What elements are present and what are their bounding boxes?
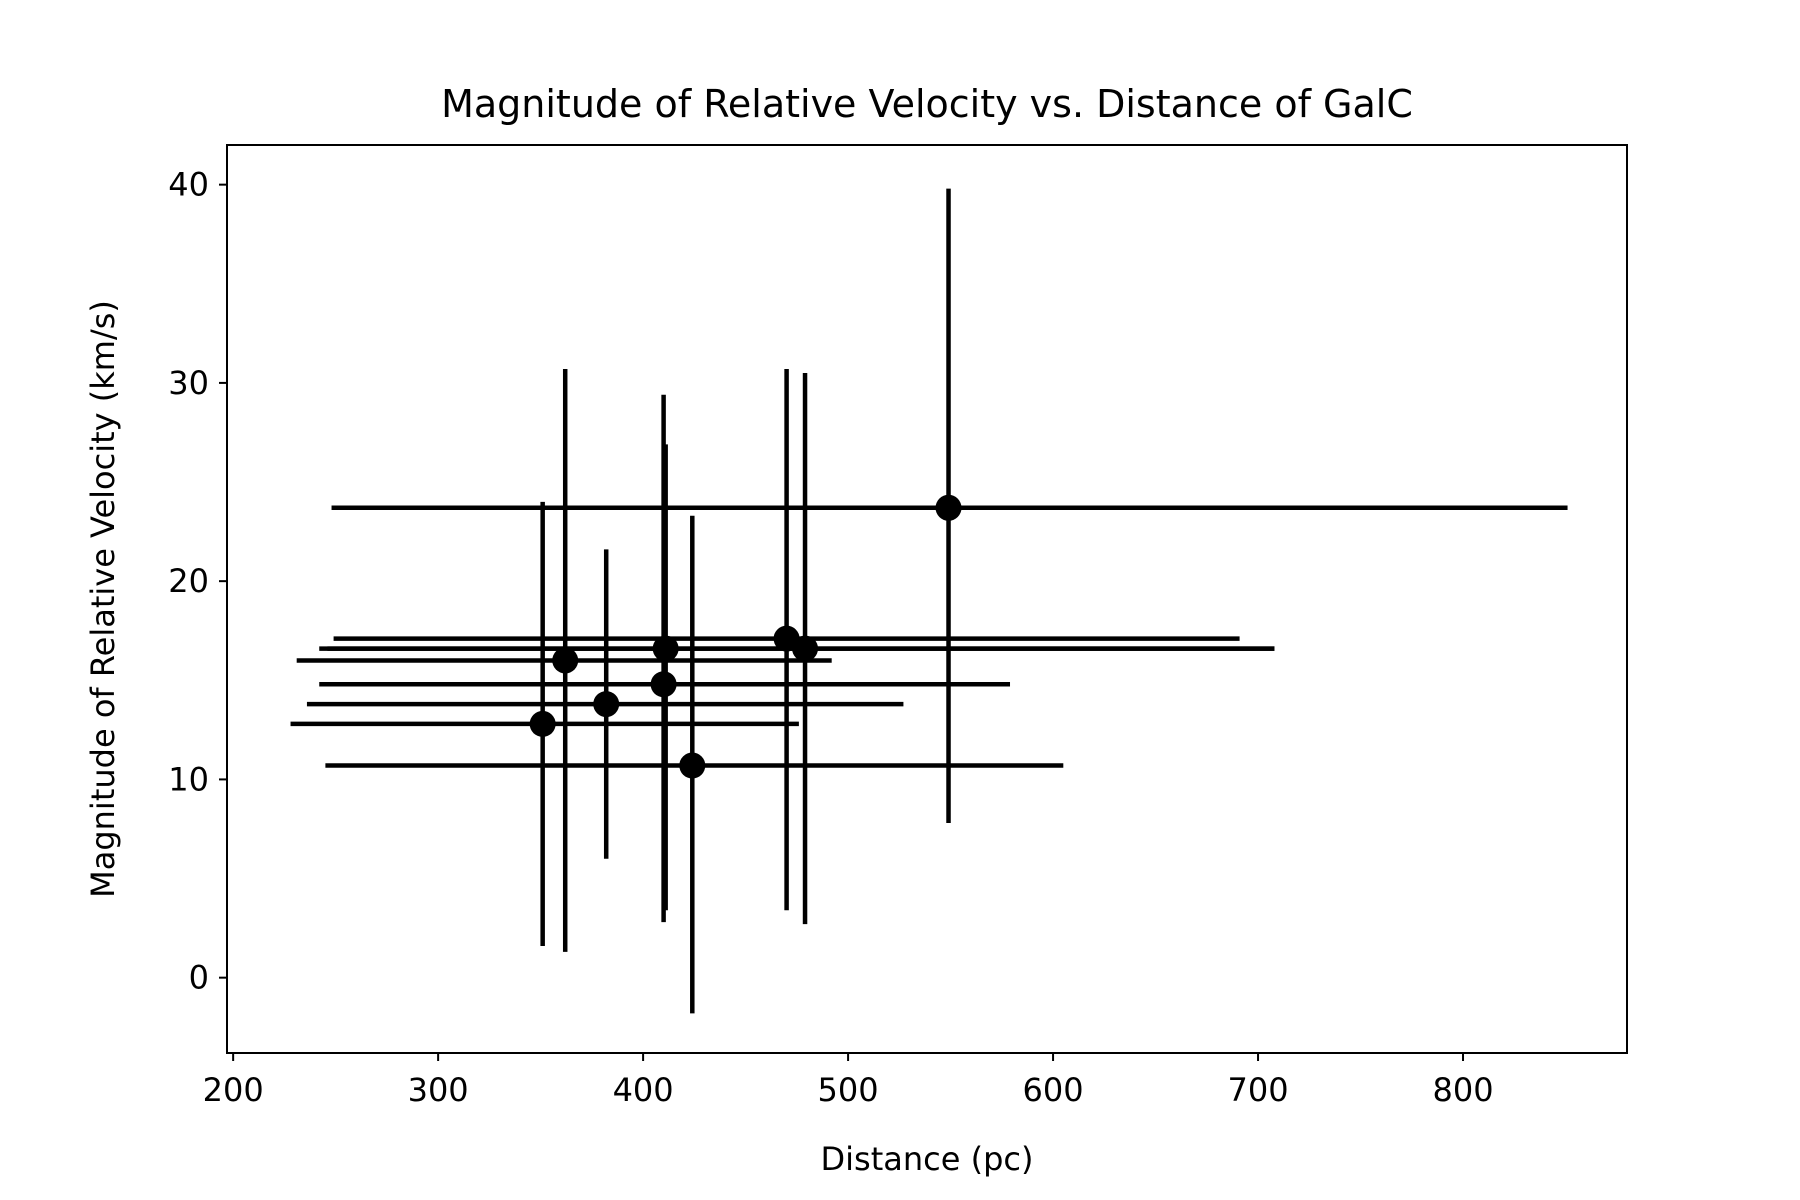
data-point: [552, 647, 579, 674]
y-tick-label: 30: [168, 364, 209, 402]
x-axis-ticks: 200 300 400 500 600 700 800: [203, 1053, 1494, 1109]
axes-frame: [226, 144, 1628, 1054]
y-tick-label: 10: [168, 760, 209, 798]
y-axis-ticks: 0 10 20 30 40: [168, 166, 227, 997]
data-point-group: [325, 515, 1064, 1014]
data-marks: [290, 188, 1568, 1014]
x-tick-label: 600: [1023, 1071, 1084, 1109]
data-point-group: [290, 501, 799, 946]
x-tick-label: 500: [818, 1071, 879, 1109]
data-point-group: [327, 372, 1275, 925]
y-axis-label: Magnitude of Relative Velocity (km/s): [84, 300, 122, 898]
x-tick-label: 700: [1228, 1071, 1289, 1109]
data-point-group: [296, 369, 832, 952]
data-point: [593, 691, 620, 718]
data-point: [935, 494, 962, 521]
y-tick-label: 40: [168, 166, 209, 204]
y-tick-label: 0: [189, 959, 209, 997]
data-point: [529, 710, 556, 737]
x-tick-label: 800: [1432, 1071, 1493, 1109]
chart-title: Magnitude of Relative Velocity vs. Dista…: [441, 82, 1413, 126]
y-tick-label: 20: [168, 562, 209, 600]
data-point: [792, 635, 819, 662]
x-axis-label: Distance (pc): [821, 1140, 1034, 1178]
data-point-group: [331, 188, 1568, 824]
x-tick-label: 300: [408, 1071, 469, 1109]
x-tick-label: 400: [613, 1071, 674, 1109]
x-tick-label: 200: [203, 1071, 264, 1109]
data-point-group: [333, 369, 1240, 911]
data-point: [679, 752, 706, 779]
